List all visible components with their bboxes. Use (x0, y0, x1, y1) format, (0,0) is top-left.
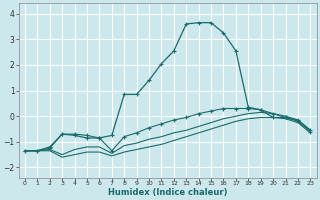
X-axis label: Humidex (Indice chaleur): Humidex (Indice chaleur) (108, 188, 228, 197)
